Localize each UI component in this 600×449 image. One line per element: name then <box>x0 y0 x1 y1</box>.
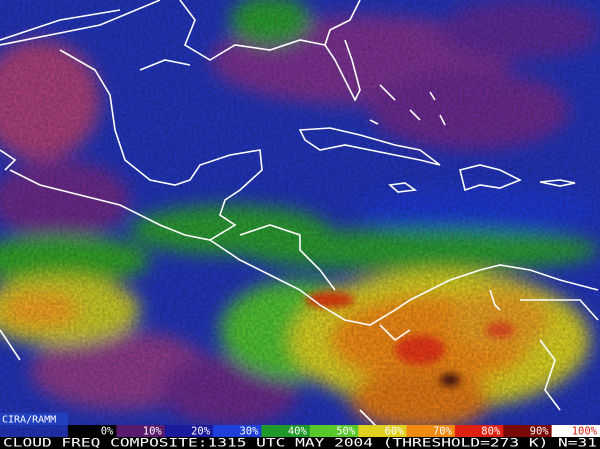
colorbar-label: 20% <box>191 426 211 438</box>
colorbar-label: 30% <box>239 426 259 438</box>
caption: CLOUD FREQ COMPOSITE:1315 UTC MAY 2004 (… <box>3 436 597 449</box>
colorbar-label: 60% <box>385 426 405 438</box>
cloud-field <box>0 0 600 437</box>
colorbar-swatch <box>164 425 214 437</box>
colorbar-swatch <box>116 425 166 437</box>
colorbar: 0% 10% 20% 30% 40% 50% 60% 70% 80% 90% 100% <box>68 425 600 438</box>
colorbar-swatch <box>261 425 311 437</box>
colorbar-swatch <box>309 425 359 437</box>
credit-label: CIRA/RAMM <box>2 415 56 426</box>
colorbar-label: 0% <box>101 426 114 438</box>
colorbar-label: 80% <box>481 426 501 438</box>
colorbar-swatch <box>551 425 600 437</box>
colorbar-label: 70% <box>433 426 453 438</box>
colorbar-swatch <box>406 425 456 437</box>
colorbar-label: 40% <box>288 426 308 438</box>
colorbar-label: 10% <box>143 426 163 438</box>
colorbar-swatch <box>213 425 262 437</box>
colorbar-label: 50% <box>336 426 356 438</box>
colorbar-swatch <box>503 425 553 437</box>
colorbar-swatch <box>454 425 504 437</box>
coastlines <box>0 0 599 431</box>
caption-bar <box>0 437 600 449</box>
credit-box <box>0 413 68 425</box>
colorbar-swatch <box>68 425 117 437</box>
colorbar-label: 90% <box>530 426 550 438</box>
colorbar-swatch <box>358 425 408 437</box>
colorbar-label: 100% <box>572 426 598 438</box>
